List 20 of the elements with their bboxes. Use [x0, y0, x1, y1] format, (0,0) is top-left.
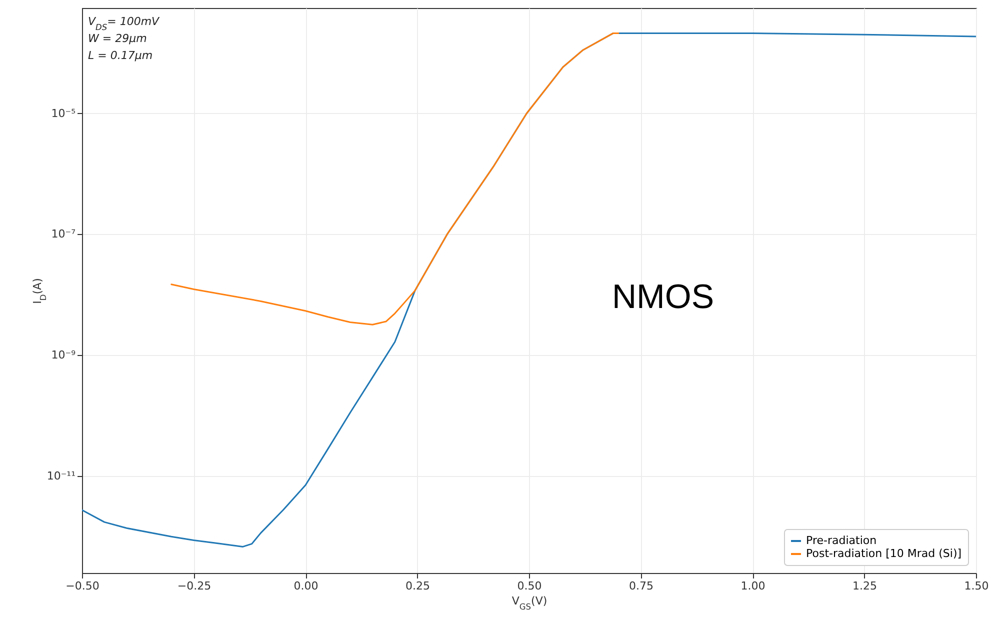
- x-tick-label: −0.50: [66, 580, 100, 592]
- annotation: NMOS: [612, 278, 714, 316]
- x-axis-title: V$_{GS}$(V): [512, 594, 548, 612]
- x-tick-label: 0.25: [406, 580, 430, 592]
- annotation: V$_{DS}$= 100mV: [88, 15, 161, 32]
- annotation: W = 29μm: [88, 32, 147, 45]
- x-tick-label: 0.50: [517, 580, 542, 592]
- x-tick-label: 0.75: [629, 580, 654, 592]
- annotation: L = 0.17μm: [88, 49, 153, 62]
- y-tick-label: 10⁻¹¹: [46, 470, 76, 483]
- x-tick-label: −0.25: [177, 580, 212, 592]
- legend-label: Post-radiation [10 Mrad (Si)]: [806, 547, 962, 560]
- x-tick-label: 1.50: [964, 580, 989, 592]
- x-tick-label: 0.00: [294, 580, 318, 592]
- y-tick-label: 10⁻⁷: [51, 228, 76, 241]
- y-tick-label: 10⁻⁵: [51, 106, 76, 120]
- x-tick-label: 1.00: [740, 580, 766, 592]
- x-tick-label: 1.25: [852, 580, 877, 592]
- legend-label: Pre-radiation: [806, 534, 877, 547]
- y-tick-label: 10⁻⁹: [51, 348, 76, 362]
